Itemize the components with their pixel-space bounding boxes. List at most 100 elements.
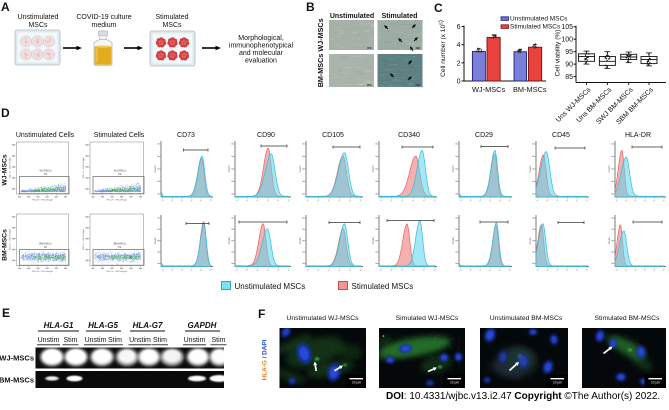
svg-text:Count: Count xyxy=(371,165,375,172)
svg-text:10: 10 xyxy=(401,199,405,203)
svg-text:SSC-H :: SSC-Height: SSC-H :: SSC-Height xyxy=(82,229,85,250)
svg-text:10: 10 xyxy=(536,268,540,272)
svg-text:HLA-G7: HLA-G7 xyxy=(133,321,163,330)
svg-text:10: 10 xyxy=(556,199,560,203)
svg-text:HLA-G1: HLA-G1 xyxy=(44,321,74,330)
svg-text:10: 10 xyxy=(401,268,405,272)
svg-text:10: 10 xyxy=(200,199,204,203)
svg-text:Stim: Stim xyxy=(108,337,122,344)
svg-text:SWJ BM-MSCs: SWJ BM-MSCs xyxy=(595,86,635,126)
svg-text:4: 4 xyxy=(457,42,461,49)
svg-text:10: 10 xyxy=(306,268,310,272)
svg-text:10 μm: 10 μm xyxy=(553,380,562,384)
svg-text:10: 10 xyxy=(235,199,239,203)
svg-text:10: 10 xyxy=(615,199,619,203)
svg-text:10: 10 xyxy=(576,199,580,203)
svg-text:10: 10 xyxy=(556,268,560,272)
svg-text:10 μm: 10 μm xyxy=(352,380,361,384)
svg-text:Stim: Stim xyxy=(212,337,226,344)
svg-text:Stimulated MSCs: Stimulated MSCs xyxy=(510,24,561,31)
svg-text:Count: Count xyxy=(607,237,611,244)
svg-text:Stimulated: Stimulated xyxy=(155,14,188,21)
svg-text:Unstimulated WJ-MSCs: Unstimulated WJ-MSCs xyxy=(286,315,359,322)
svg-text:10: 10 xyxy=(338,199,342,203)
svg-text:FSC-H :: FSC-Height: FSC-H :: FSC-Height xyxy=(106,270,127,273)
svg-text:10: 10 xyxy=(161,199,165,203)
svg-text:10: 10 xyxy=(653,268,657,272)
svg-text:10: 10 xyxy=(200,268,204,272)
svg-text:BM-MSCs: BM-MSCs xyxy=(316,54,325,88)
svg-text:Unstimulated BM-MSCs: Unstimulated BM-MSCs xyxy=(490,315,563,322)
svg-text:SSC-H :: SSC-Height: SSC-H :: SSC-Height xyxy=(9,157,12,178)
svg-text:10: 10 xyxy=(634,268,638,272)
svg-text:Count: Count xyxy=(298,237,302,244)
svg-text:10: 10 xyxy=(390,199,394,203)
svg-text:10: 10 xyxy=(349,199,353,203)
svg-text:A: A xyxy=(1,0,10,14)
svg-text:2: 2 xyxy=(457,60,461,67)
svg-text:SSC-H :: SSC-Height: SSC-H :: SSC-Height xyxy=(9,229,12,250)
svg-text:BM-MSCs: BM-MSCs xyxy=(2,229,9,261)
svg-text:CD29: CD29 xyxy=(475,132,493,139)
svg-text:MSCs: MSCs xyxy=(28,22,48,29)
svg-text:10: 10 xyxy=(536,199,540,203)
svg-text:10: 10 xyxy=(267,199,271,203)
svg-text:Unstimulated: Unstimulated xyxy=(330,13,374,20)
svg-text:10: 10 xyxy=(306,199,310,203)
svg-text:10: 10 xyxy=(161,268,165,272)
svg-text:Morphological,: Morphological, xyxy=(238,35,284,42)
svg-text:HLA-G5: HLA-G5 xyxy=(88,321,118,330)
svg-text:Simulated WJ-MSCs: Simulated WJ-MSCs xyxy=(396,315,459,322)
svg-text:BM-MSCs: BM-MSCs xyxy=(114,242,127,246)
svg-text:95: 95 xyxy=(565,49,573,56)
svg-text:Count: Count xyxy=(528,237,532,244)
svg-text:Count: Count xyxy=(153,237,157,244)
svg-text:WJ-MSCs: WJ-MSCs xyxy=(39,169,52,173)
svg-text:evaluation: evaluation xyxy=(245,58,277,65)
svg-text:10: 10 xyxy=(359,268,363,272)
svg-text:immunophenotypical: immunophenotypical xyxy=(229,43,294,50)
svg-text:10: 10 xyxy=(256,268,260,272)
svg-text:10: 10 xyxy=(469,268,473,272)
svg-text:10 μm: 10 μm xyxy=(651,380,660,384)
svg-text:10: 10 xyxy=(256,199,260,203)
svg-text:HLA-G / DAPI: HLA-G / DAPI xyxy=(262,339,269,380)
svg-text:10: 10 xyxy=(209,199,213,203)
svg-text:10: 10 xyxy=(412,268,416,272)
svg-text:Unstim: Unstim xyxy=(38,337,60,344)
svg-text:Unstimulated Cells: Unstimulated Cells xyxy=(16,132,75,139)
svg-text:WJ-MSCs: WJ-MSCs xyxy=(472,85,506,94)
svg-text:WJ-MSCs: WJ-MSCs xyxy=(2,154,9,186)
svg-text:10: 10 xyxy=(433,268,437,272)
svg-text:90: 90 xyxy=(565,62,573,69)
svg-text:10: 10 xyxy=(317,268,321,272)
svg-text:10: 10 xyxy=(625,199,629,203)
svg-text:10: 10 xyxy=(479,268,483,272)
svg-text:SSC-H :: SSC-Height: SSC-H :: SSC-Height xyxy=(82,157,85,178)
svg-text:D: D xyxy=(1,106,10,120)
svg-text:Count: Count xyxy=(528,165,532,172)
svg-text:Cell number (x 105): Cell number (x 105) xyxy=(438,20,447,77)
svg-text:10: 10 xyxy=(317,199,321,203)
svg-text:E: E xyxy=(2,306,10,320)
svg-text:SBM BM-MSCs: SBM BM-MSCs xyxy=(615,86,655,126)
svg-text:GAPDH: GAPDH xyxy=(188,321,217,330)
svg-text:10: 10 xyxy=(277,199,281,203)
svg-text:COVID-19 culture: COVID-19 culture xyxy=(76,14,131,21)
svg-text:10: 10 xyxy=(469,199,473,203)
svg-text:Unstim: Unstim xyxy=(129,337,151,344)
svg-text:10: 10 xyxy=(653,199,657,203)
svg-text:Uns WJ-MSCs: Uns WJ-MSCs xyxy=(555,86,593,124)
svg-text:10: 10 xyxy=(328,199,332,203)
svg-text:BM-MSCs: BM-MSCs xyxy=(39,242,52,246)
svg-text:6: 6 xyxy=(457,24,461,31)
svg-text:10: 10 xyxy=(459,199,463,203)
svg-text:WJ-MSCs: WJ-MSCs xyxy=(316,18,325,51)
svg-text:10: 10 xyxy=(359,199,363,203)
svg-text:medium: medium xyxy=(92,22,117,29)
svg-text:F: F xyxy=(258,307,265,321)
svg-text:105: 105 xyxy=(561,24,573,31)
svg-text:FSC-H :: FSC-Height: FSC-H :: FSC-Height xyxy=(106,199,127,202)
svg-text:10: 10 xyxy=(390,268,394,272)
svg-text:10 μm: 10 μm xyxy=(450,380,459,384)
